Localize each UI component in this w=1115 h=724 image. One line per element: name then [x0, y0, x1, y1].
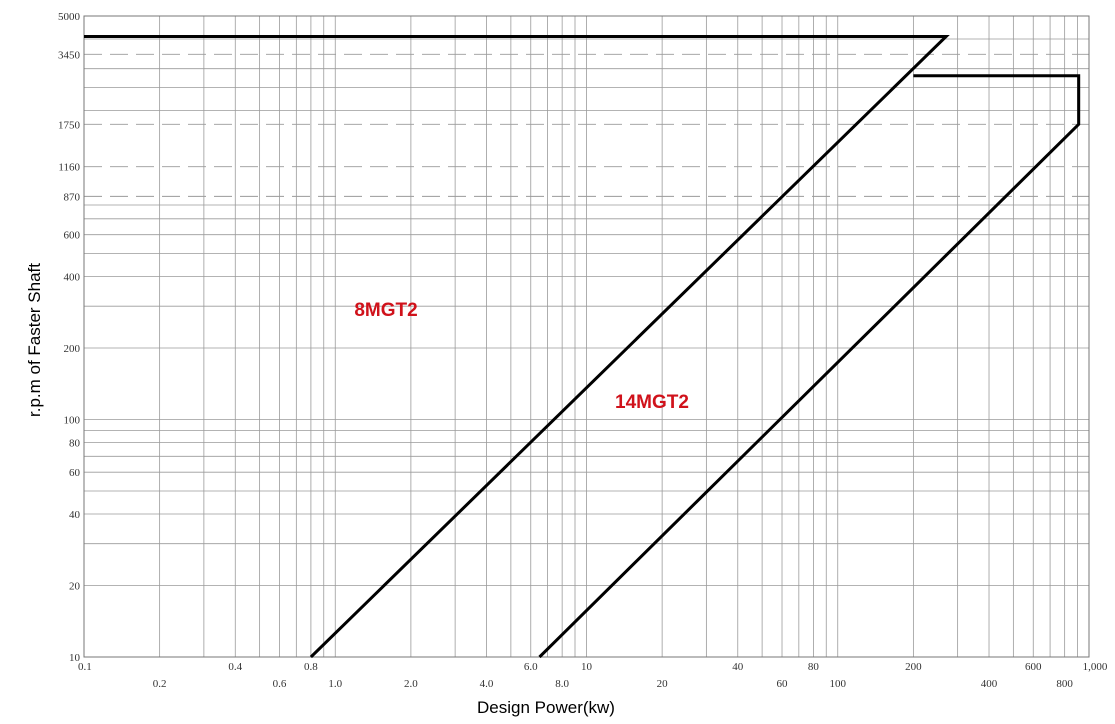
x-tick-label: 4.0 — [480, 678, 494, 690]
y-tick-label: 1160 — [58, 162, 80, 174]
x-tick-label: 40 — [732, 661, 744, 673]
x-tick-label: 60 — [777, 678, 789, 690]
y-tick-label: 5000 — [58, 11, 81, 23]
region-label-8mgt2: 8MGT2 — [354, 300, 417, 321]
grid — [83, 15, 1090, 658]
y-tick-label: 3450 — [58, 49, 81, 61]
x-tick-label: 6.0 — [524, 661, 538, 673]
y-tick-label: 10 — [69, 652, 81, 664]
y-tick-label: 40 — [69, 509, 81, 521]
x-tick-label: 0.1 — [78, 661, 92, 673]
x-tick-label: 8.0 — [555, 678, 569, 690]
y-tick-label: 100 — [64, 415, 81, 427]
x-tick-label: 2.0 — [404, 678, 418, 690]
x-tick-label: 200 — [905, 661, 922, 673]
x-tick-label: 80 — [808, 661, 820, 673]
x-tick-label: 0.2 — [153, 678, 167, 690]
x-tick-label: 1.0 — [328, 678, 342, 690]
x-tick-label: 400 — [981, 678, 998, 690]
x-tick-label: 100 — [830, 678, 847, 690]
series-layer — [84, 35, 1081, 659]
y-axis-title: r.p.m of Faster Shaft — [25, 263, 44, 417]
x-axis-title: Design Power(kw) — [477, 698, 615, 717]
x-tick-label: 0.6 — [273, 678, 287, 690]
series-line-1 — [84, 35, 950, 659]
x-tick-label: 10 — [581, 661, 593, 673]
x-tick-label: 0.8 — [304, 661, 318, 673]
y-tick-label: 80 — [69, 438, 81, 450]
x-tick-label: 800 — [1056, 678, 1073, 690]
y-tick-label: 1750 — [58, 119, 81, 131]
x-tick-label: 0.4 — [228, 661, 242, 673]
y-tick-label: 600 — [64, 230, 81, 242]
x-tick-label: 600 — [1025, 661, 1042, 673]
region-label-14mgt2: 14MGT2 — [615, 392, 689, 413]
y-tick-label: 400 — [64, 272, 81, 284]
tick-labels: 0.1 0.4 0.8 6.0 10 40 80 200 600 1,000 0.2 0.6 1.0 2.… — [58, 11, 1108, 690]
y-tick-label: 200 — [64, 343, 81, 355]
series-line-2 — [538, 74, 1081, 659]
y-tick-label: 870 — [64, 191, 81, 203]
x-tick-label: 1,000 — [1083, 661, 1108, 673]
y-tick-label: 60 — [69, 467, 81, 479]
plot-frame — [83, 15, 1090, 658]
x-tick-label: 20 — [657, 678, 669, 690]
y-tick-label: 20 — [69, 581, 81, 593]
